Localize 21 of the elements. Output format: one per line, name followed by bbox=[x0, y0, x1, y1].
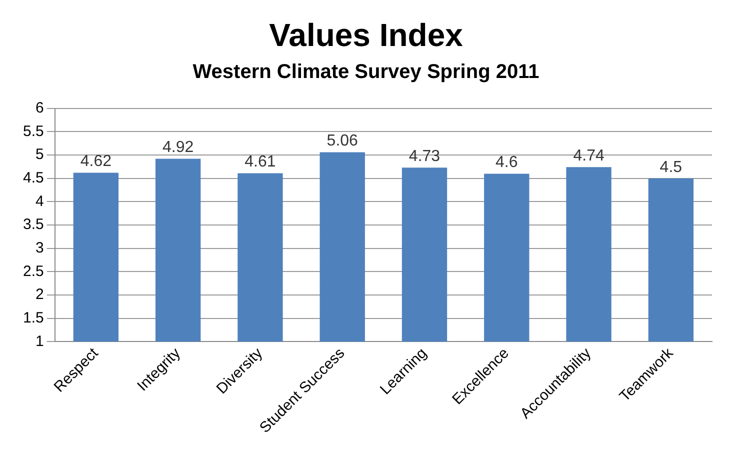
y-tick-label: 4.5 bbox=[22, 170, 44, 187]
data-label: 4.74 bbox=[573, 148, 604, 165]
y-tick-label: 5 bbox=[36, 146, 44, 164]
y-tick-label: 5.5 bbox=[22, 122, 44, 140]
y-tick-label: 3 bbox=[36, 240, 44, 257]
chart-subtitle: Western Climate Survey Spring 2011 bbox=[192, 60, 540, 83]
chart-title: Values Index bbox=[269, 17, 464, 54]
data-label: 4.61 bbox=[244, 154, 276, 171]
data-label: 4.73 bbox=[408, 148, 440, 166]
y-tick-label: 6 bbox=[36, 100, 44, 117]
y-tick-label: 2.5 bbox=[22, 262, 44, 280]
y-tick-label: 4 bbox=[36, 192, 44, 210]
y-tick-label: 2 bbox=[36, 286, 44, 304]
data-label: 4.5 bbox=[660, 158, 682, 176]
data-label: 4.62 bbox=[80, 153, 112, 170]
y-tick-label: 3.5 bbox=[22, 216, 44, 234]
data-label: 4.92 bbox=[162, 139, 194, 156]
data-label: 5.06 bbox=[326, 132, 358, 150]
y-tick-label: 1 bbox=[36, 332, 44, 350]
y-tick-label: 1.5 bbox=[22, 309, 44, 326]
data-label: 4.6 bbox=[496, 154, 518, 172]
